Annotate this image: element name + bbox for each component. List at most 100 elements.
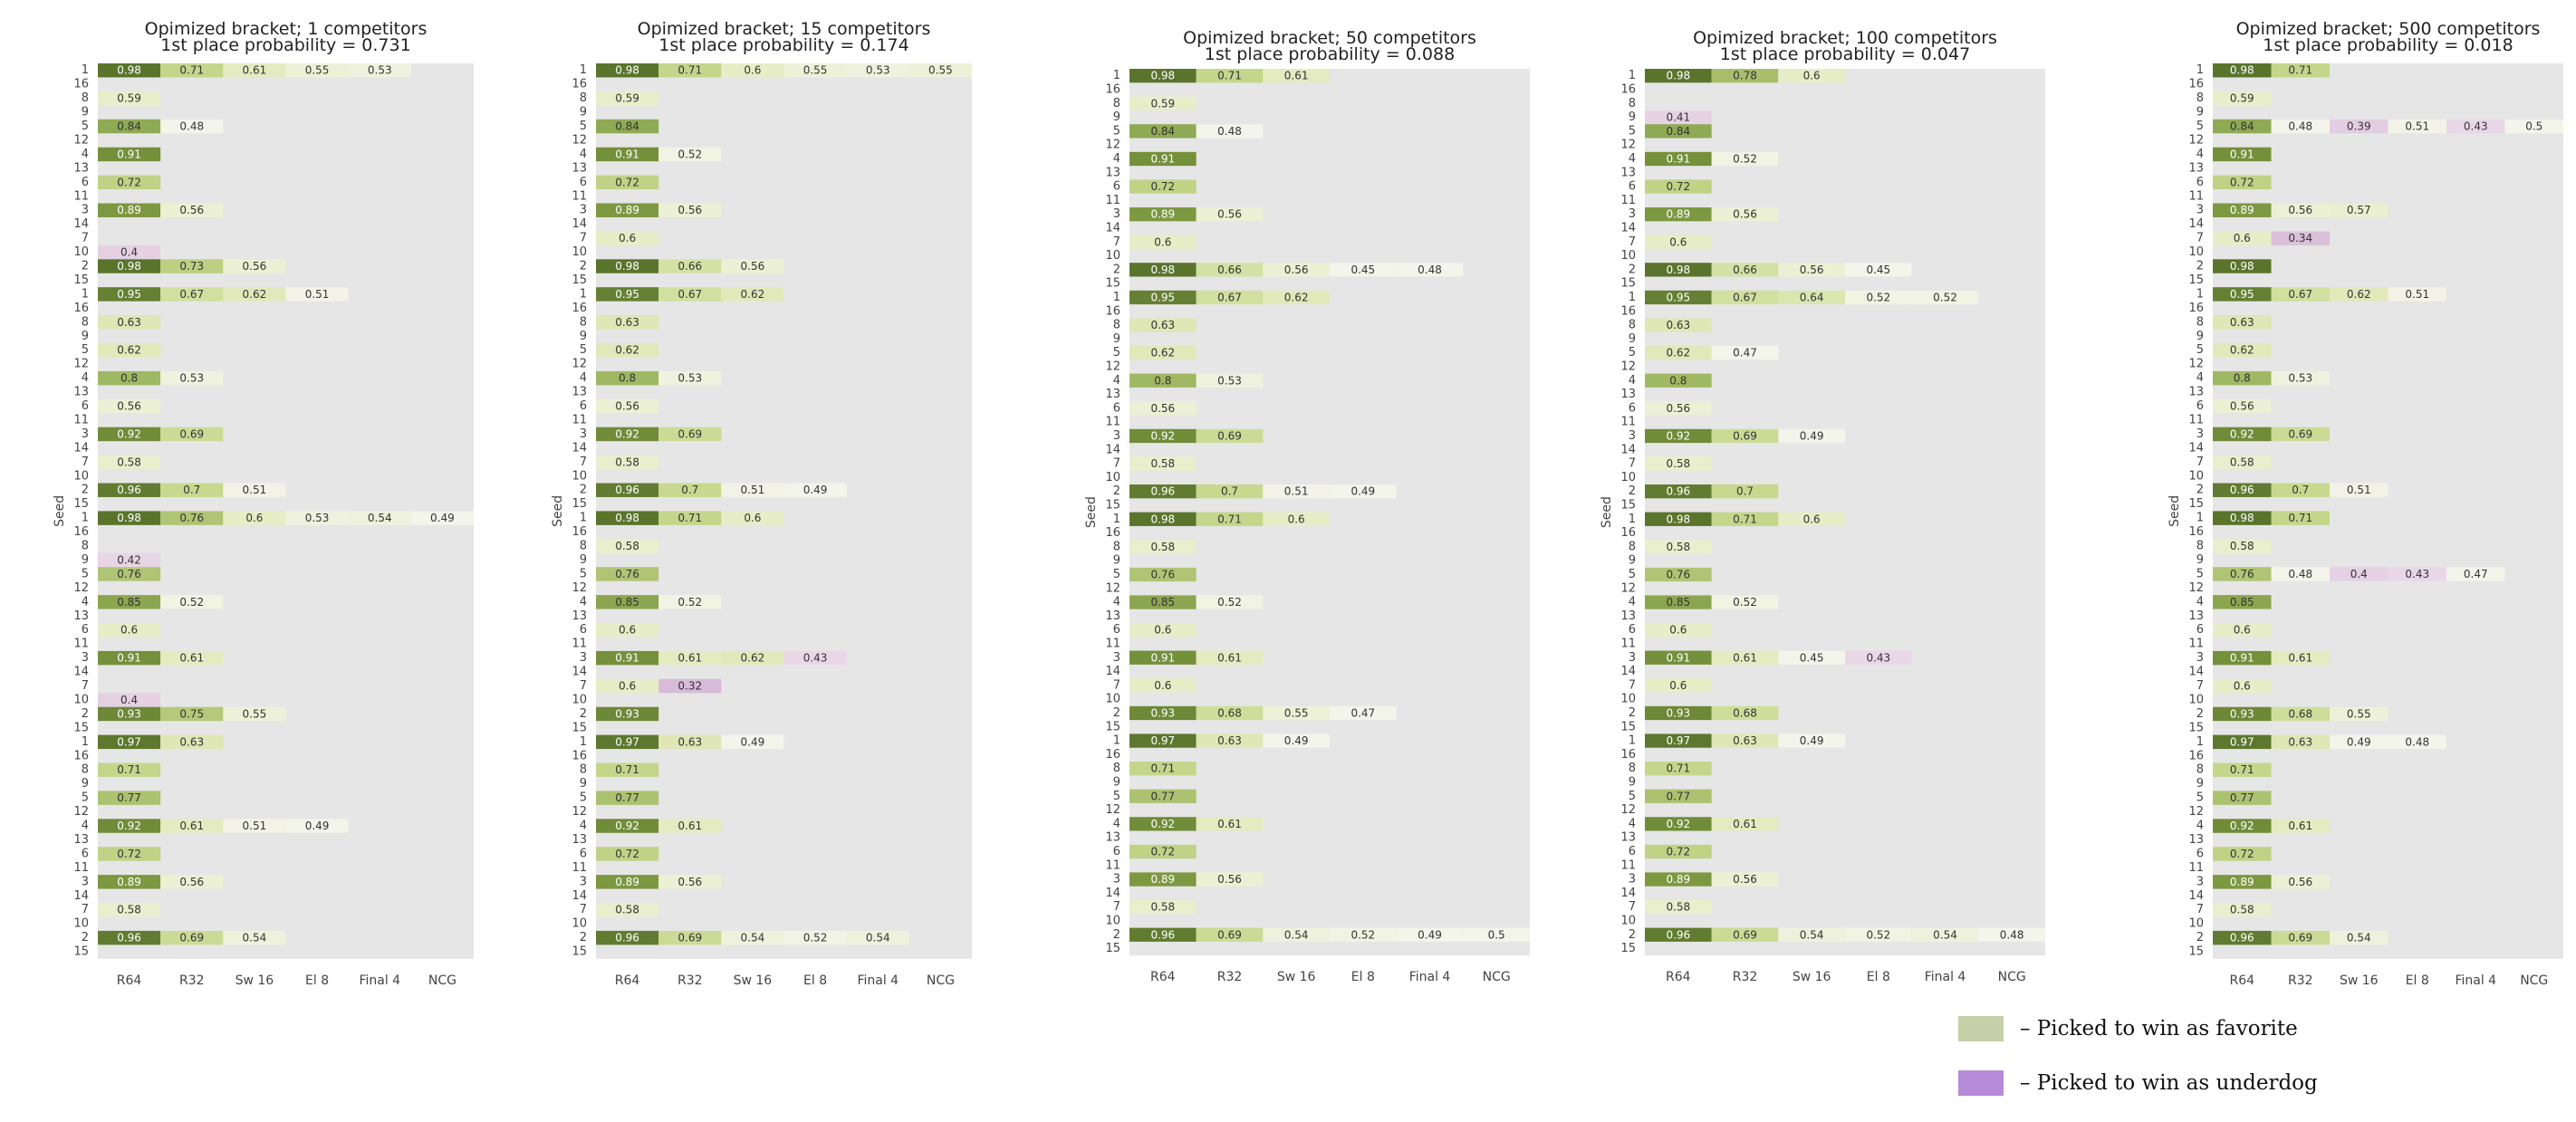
cell-value-label: 0.84 (2230, 120, 2254, 133)
cell-value-label: 0.54 (2347, 932, 2371, 945)
heatmap-cell (98, 63, 161, 78)
round-tick-label: R32 (678, 973, 703, 988)
cell-value-label: 0.47 (1350, 706, 1375, 719)
heatmap-cell (1129, 567, 1197, 582)
seed-tick-label: 8 (2196, 763, 2204, 777)
seed-tick-label: 12 (572, 581, 587, 595)
cell-value-label: 0.85 (1666, 596, 1690, 609)
cell-value-label: 0.96 (615, 932, 639, 945)
seed-tick-label: 3 (1113, 651, 1120, 665)
cell-value-label: 0.72 (117, 848, 141, 860)
heatmap-cell (1196, 872, 1264, 887)
seed-tick-label: 13 (1105, 388, 1120, 401)
heatmap-cell (285, 511, 349, 525)
seed-tick-label: 1 (82, 512, 89, 525)
seed-tick-label: 11 (1105, 194, 1120, 207)
cell-value-label: 0.56 (1800, 264, 1824, 276)
heatmap-cell (1129, 872, 1197, 887)
seed-tick-label: 15 (73, 273, 89, 287)
cell-value-label: 0.63 (1217, 734, 1242, 747)
seed-tick-label: 8 (82, 315, 89, 329)
heatmap-cell (98, 903, 161, 917)
cell-value-label: 0.51 (2347, 484, 2371, 496)
seed-tick-label: 14 (572, 441, 587, 455)
seed-tick-label: 2 (1113, 263, 1120, 276)
cell-value-label: 0.56 (2230, 400, 2254, 413)
heatmap-cell (2388, 567, 2446, 581)
cell-value-label: 0.92 (1666, 429, 1690, 442)
cell-value-label: 0.97 (1150, 734, 1175, 747)
seed-tick-label: 5 (2196, 791, 2204, 805)
heatmap-cell (1196, 124, 1264, 139)
heatmap-cell (2213, 595, 2272, 609)
cell-value-label: 0.52 (1733, 152, 1757, 165)
cell-value-label: 0.69 (1217, 928, 1242, 941)
cell-value-label: 0.48 (2288, 568, 2312, 580)
round-tick-label: Sw 16 (1793, 970, 1831, 984)
heatmap-cell (596, 455, 659, 470)
heatmap-cell (1129, 650, 1197, 665)
seed-tick-label: 3 (580, 427, 587, 441)
heatmap-cell (1711, 817, 1779, 831)
heatmap-cell (721, 287, 784, 302)
seed-tick-label: 8 (2196, 91, 2204, 105)
seed-tick-label: 8 (1113, 540, 1120, 553)
seed-tick-label: 8 (580, 763, 587, 777)
panel-title: Opimized bracket; 100 competitors (1693, 28, 1997, 48)
seed-tick-label: 5 (580, 120, 587, 133)
cell-value-label: 0.71 (2230, 763, 2254, 776)
cell-value-label: 0.71 (1217, 513, 1242, 525)
cell-value-label: 0.47 (1733, 347, 1757, 360)
heatmap-cell (596, 678, 659, 694)
cell-value-label: 0.92 (2230, 427, 2254, 440)
heatmap-cell (846, 930, 909, 945)
heatmap-cell (596, 370, 659, 386)
heatmap-cell (2271, 231, 2330, 245)
seed-tick-label: 16 (73, 525, 89, 539)
seed-tick-label: 7 (82, 903, 89, 916)
round-tick-label: Sw 16 (734, 973, 773, 988)
heatmap-cell (2213, 398, 2272, 414)
y-axis-label: Seed (53, 495, 67, 527)
cell-value-label: 0.96 (1666, 485, 1690, 498)
heatmap-cell (1129, 705, 1197, 721)
seed-tick-label: 10 (572, 469, 587, 483)
cell-value-label: 0.56 (1150, 402, 1175, 415)
seed-tick-label: 10 (1105, 471, 1120, 484)
seed-tick-label: 7 (1629, 900, 1636, 914)
heatmap-cell (1396, 927, 1464, 942)
heatmap-cell (2213, 875, 2272, 889)
round-tick-label: NCG (2520, 973, 2548, 988)
heatmap-cell (2271, 119, 2330, 134)
round-tick-label: El 8 (2406, 973, 2429, 988)
heatmap-cell (1129, 318, 1197, 332)
cell-value-label: 0.56 (615, 400, 639, 413)
cell-value-label: 0.52 (1350, 928, 1375, 941)
heatmap-cell (2330, 930, 2389, 945)
seed-tick-label: 14 (1620, 887, 1636, 900)
cell-value-label: 0.43 (2405, 568, 2429, 580)
heatmap-cell (1263, 263, 1330, 277)
seed-tick-label: 12 (572, 133, 587, 147)
heatmap-cell (223, 259, 286, 273)
seed-tick-label: 16 (2188, 302, 2204, 315)
cell-value-label: 0.49 (2347, 735, 2371, 748)
cell-value-label: 0.61 (678, 652, 702, 665)
cell-value-label: 0.98 (1150, 70, 1175, 82)
heatmap-cell (2388, 287, 2446, 302)
seed-tick-label: 4 (1113, 374, 1120, 388)
cell-value-label: 0.63 (1733, 734, 1757, 747)
cell-value-label: 0.6 (1803, 513, 1821, 525)
cell-value-label: 0.58 (1150, 457, 1175, 470)
seed-tick-label: 14 (572, 217, 587, 231)
cell-value-label: 0.52 (179, 596, 204, 609)
cell-value-label: 0.77 (1666, 790, 1690, 802)
heatmap-cell (2213, 511, 2272, 525)
cell-value-label: 0.8 (120, 372, 138, 385)
seed-tick-label: 3 (82, 875, 89, 888)
heatmap-cell (2330, 483, 2389, 497)
cell-value-label: 0.59 (2230, 92, 2254, 105)
heatmap-cell (98, 398, 161, 414)
seed-tick-label: 10 (73, 693, 89, 706)
heatmap-cell (596, 847, 659, 861)
